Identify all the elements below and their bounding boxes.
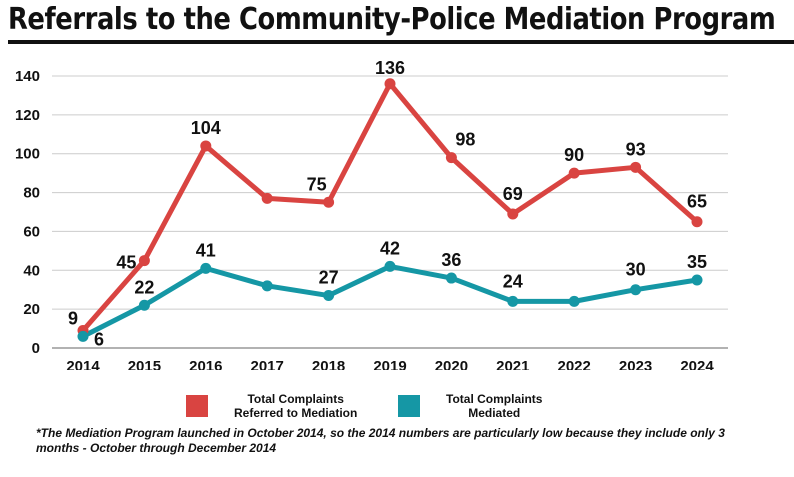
legend-swatch-referred [186, 395, 208, 417]
x-tick-label: 2021 [496, 358, 529, 370]
data-point [384, 78, 396, 90]
gridlines [52, 75, 728, 349]
y-tick-label: 20 [23, 301, 40, 318]
data-label: 35 [687, 252, 707, 272]
x-tick-label: 2020 [435, 358, 468, 370]
data-label: 75 [307, 174, 327, 194]
data-point [445, 152, 457, 164]
data-label: 27 [319, 268, 339, 288]
data-point [200, 140, 212, 152]
legend-item-referred: Total Complaints Referred to Mediation [186, 392, 357, 420]
y-tick-label: 60 [23, 223, 40, 240]
data-point [630, 161, 642, 173]
data-point [507, 295, 519, 307]
x-tick-label: 2019 [373, 358, 406, 370]
data-point [200, 262, 212, 274]
data-point [138, 255, 150, 267]
data-point [261, 192, 273, 204]
data-label: 30 [626, 260, 646, 280]
legend-swatch-mediated [398, 395, 420, 417]
x-tick-label: 2016 [189, 358, 222, 370]
data-point [323, 196, 335, 208]
data-label: 24 [503, 271, 523, 291]
data-label: 42 [380, 238, 400, 258]
x-tick-label: 2024 [680, 358, 714, 370]
x-tick-label: 2014 [66, 358, 100, 370]
data-point [138, 299, 150, 311]
legend-label-referred: Total Complaints Referred to Mediation [234, 392, 358, 420]
data-point [77, 330, 89, 342]
data-point [261, 280, 273, 292]
data-label: 36 [441, 250, 461, 270]
data-label: 65 [687, 192, 707, 212]
legend-item-mediated: Total Complaints Mediated [398, 392, 542, 420]
data-point [445, 272, 457, 284]
data-point [630, 284, 642, 296]
data-label: 9 [68, 309, 78, 329]
data-point [384, 260, 396, 272]
data-label: 98 [455, 130, 475, 150]
data-label: 41 [196, 240, 216, 260]
data-label: 136 [375, 58, 405, 78]
y-tick-label: 0 [32, 340, 40, 357]
data-label: 22 [134, 277, 154, 297]
x-tick-label: 2017 [251, 358, 284, 370]
data-point [691, 216, 703, 228]
data-point [568, 167, 580, 179]
data-point [507, 208, 519, 220]
data-point [568, 295, 580, 307]
y-tick-label: 140 [15, 68, 40, 85]
series-points [77, 78, 703, 342]
data-point [691, 274, 703, 286]
x-tick-label: 2015 [128, 358, 161, 370]
data-label: 104 [191, 118, 221, 138]
x-tick-label: 2018 [312, 358, 345, 370]
legend-label-mediated: Total Complaints Mediated [446, 392, 543, 420]
data-label: 45 [116, 253, 136, 273]
data-label: 90 [564, 145, 584, 165]
series-line-mediated [80, 263, 700, 339]
footnote: *The Mediation Program launched in Octob… [36, 426, 725, 455]
x-tick-label: 2022 [558, 358, 591, 370]
y-tick-label: 80 [23, 185, 40, 202]
chart-title: Referrals to the Community-Police Mediat… [8, 2, 776, 37]
y-tick-label: 100 [15, 146, 40, 163]
y-tick-label: 120 [15, 107, 40, 124]
x-axis-ticks: 2014 2015 2016 2017 2018 2019 2020 2021 2022 2023… [66, 358, 714, 370]
data-labels: 9 45 104 75 136 98 69 90 93 65 6 22 41 27 42 36 24 30 35 [68, 58, 707, 350]
y-axis-ticks: 0 20 40 60 80 100 120 140 [15, 68, 40, 357]
x-tick-label: 2023 [619, 358, 652, 370]
data-label: 6 [94, 329, 104, 349]
data-point [323, 290, 335, 302]
series-lines [80, 81, 700, 339]
y-tick-label: 40 [23, 262, 40, 279]
data-label: 93 [626, 139, 646, 159]
data-label: 69 [503, 184, 523, 204]
title-divider [8, 40, 794, 44]
